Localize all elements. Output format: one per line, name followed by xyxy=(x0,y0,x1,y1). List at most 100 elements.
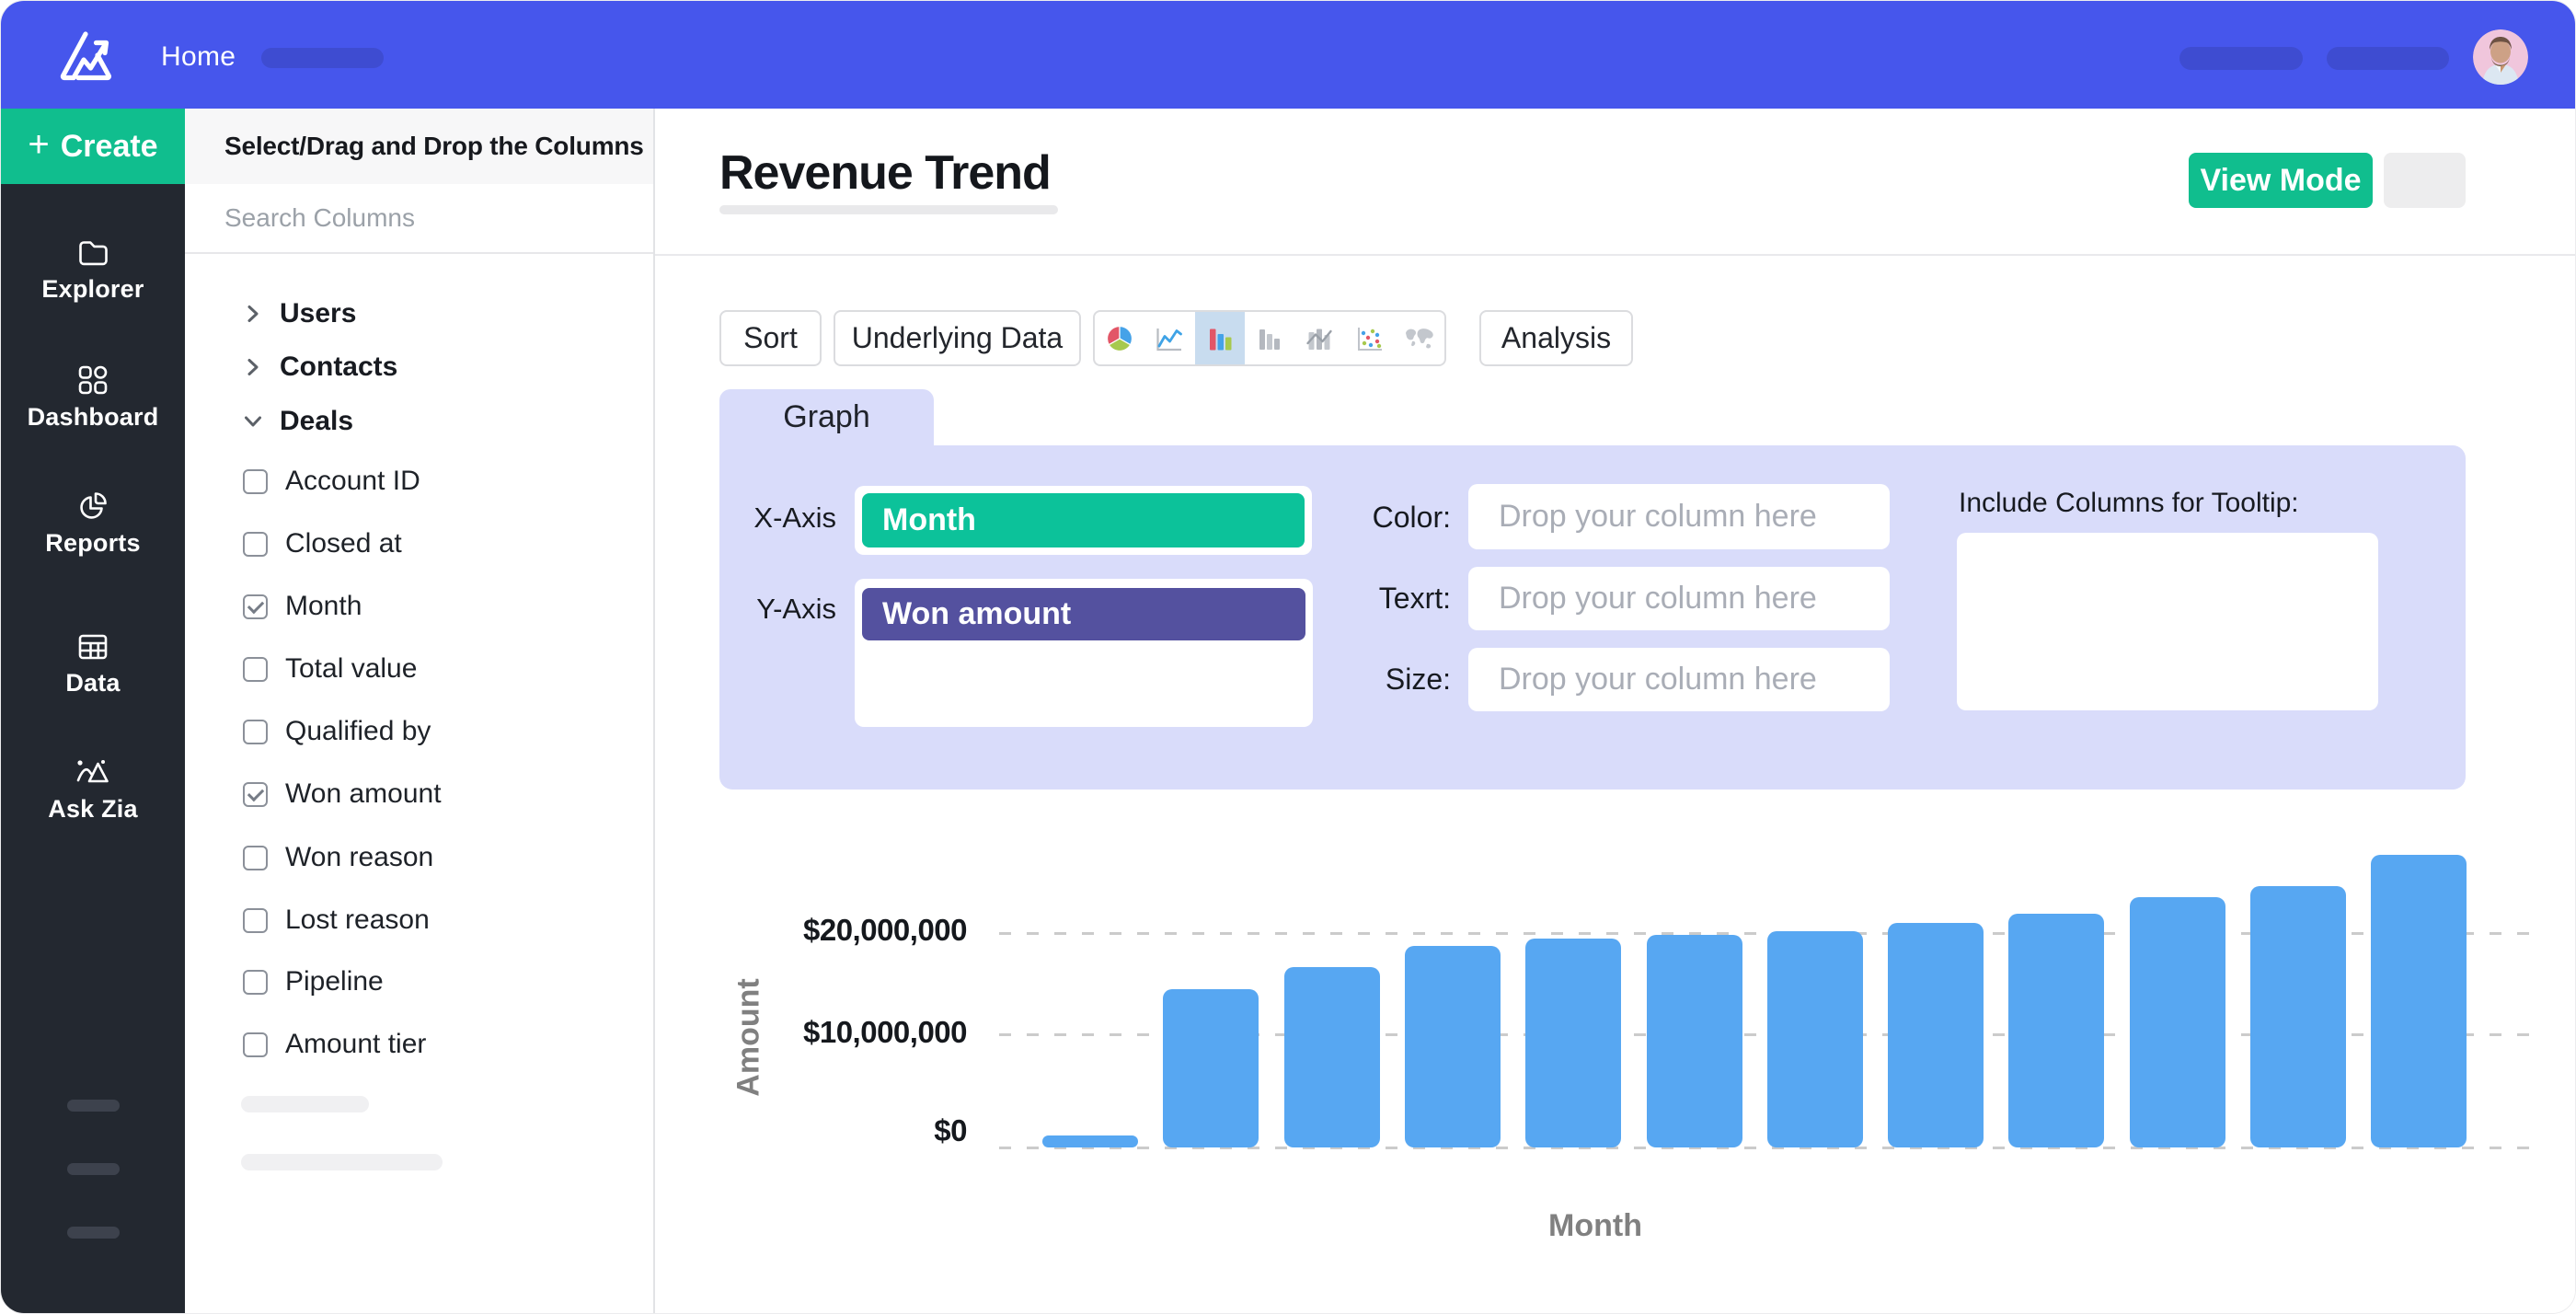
tree-item-label: Qualified by xyxy=(285,716,431,746)
pie-report-icon xyxy=(80,492,107,519)
tree-group-users[interactable]: Users xyxy=(185,292,653,336)
size-dropzone-placeholder: Drop your column here xyxy=(1499,662,1817,697)
search-columns-placeholder: Search Columns xyxy=(224,203,415,232)
y-axis-title: Amount xyxy=(730,978,766,1097)
gridline-0 xyxy=(999,1146,2536,1149)
tree-item-qualified-by: Qualified by xyxy=(185,711,653,752)
bar-12[interactable] xyxy=(2371,855,2467,1147)
chart-config-panel: X-Axis Month Y-Axis Won amount Color: Dr… xyxy=(719,445,2466,790)
checkbox-account-id[interactable] xyxy=(243,468,268,494)
bar-6[interactable] xyxy=(1647,935,1742,1147)
text-dropzone-placeholder: Drop your column here xyxy=(1499,581,1817,616)
bar-4[interactable] xyxy=(1405,946,1501,1147)
tree-item-label: Lost reason xyxy=(285,905,430,935)
column-chart-icon[interactable] xyxy=(1245,312,1294,364)
zia-icon xyxy=(76,760,109,783)
bar-9[interactable] xyxy=(2008,914,2104,1147)
text-dropzone[interactable]: Drop your column here xyxy=(1468,567,1890,630)
sidebar-item-ask-zia[interactable]: Ask Zia xyxy=(1,755,185,824)
underlying-data-button[interactable]: Underlying Data xyxy=(834,310,1081,366)
create-button[interactable]: + Create xyxy=(1,109,185,184)
checkbox-total-value[interactable] xyxy=(243,656,268,682)
world-map-icon[interactable] xyxy=(1395,312,1444,364)
bar-2[interactable] xyxy=(1163,989,1259,1147)
chart-type-switcher xyxy=(1093,310,1446,366)
sidebar-item-explorer[interactable]: Explorer xyxy=(1,239,185,304)
tree-group-label: Contacts xyxy=(280,352,398,382)
tree-item-month: Month xyxy=(185,586,653,627)
graph-tab[interactable]: Graph xyxy=(719,389,934,445)
x-axis-column-pill[interactable]: Month xyxy=(862,493,1305,548)
plus-icon: + xyxy=(28,124,50,165)
checkbox-won-reason[interactable] xyxy=(243,845,268,870)
tree-item-won-amount: Won amount xyxy=(185,774,653,814)
analytics-logo-icon[interactable] xyxy=(57,29,114,82)
tree-item-won-reason: Won reason xyxy=(185,837,653,878)
bar-10[interactable] xyxy=(2130,897,2225,1147)
y-axis-column-pill[interactable]: Won amount xyxy=(862,588,1305,640)
size-dropzone[interactable]: Drop your column here xyxy=(1468,648,1890,711)
columns-skeleton-item xyxy=(241,1096,369,1112)
create-button-label: Create xyxy=(60,128,158,164)
tree-item-label: Month xyxy=(285,591,362,621)
home-nav-link[interactable]: Home xyxy=(161,41,236,72)
checkbox-won-amount[interactable] xyxy=(243,781,268,807)
bar-5[interactable] xyxy=(1525,939,1621,1147)
sidebar-item-dashboard[interactable]: Dashboard xyxy=(1,365,185,432)
bar-1[interactable] xyxy=(1042,1135,1138,1147)
tree-item-label: Pipeline xyxy=(285,966,384,997)
bar-8[interactable] xyxy=(1888,923,1984,1147)
sort-button[interactable]: Sort xyxy=(719,310,822,366)
columns-panel-header: Select/Drag and Drop the Columns xyxy=(185,109,653,184)
analysis-button[interactable]: Analysis xyxy=(1479,310,1633,366)
view-mode-button[interactable]: View Mode xyxy=(2189,153,2373,208)
y-axis-dropzone[interactable]: Won amount xyxy=(855,579,1313,727)
tree-group-deals[interactable]: Deals xyxy=(185,399,653,444)
y-tick-label: $0 xyxy=(934,1113,967,1147)
size-field-label: Size: xyxy=(1385,663,1451,696)
sidebar-item-label: Data xyxy=(65,669,121,697)
checkbox-closed-at[interactable] xyxy=(243,531,268,557)
pie-chart-icon[interactable] xyxy=(1095,312,1144,364)
checkbox-amount-tier[interactable] xyxy=(243,1032,268,1057)
top-navigation-bar: Home xyxy=(1,1,2575,109)
title-subtext-placeholder xyxy=(719,205,1058,214)
tree-item-total-value: Total value xyxy=(185,649,653,689)
bar-3[interactable] xyxy=(1284,967,1380,1147)
tree-item-label: Amount tier xyxy=(285,1029,427,1059)
sidebar-item-data[interactable]: Data xyxy=(1,633,185,697)
scatter-plot-icon[interactable] xyxy=(1344,312,1394,364)
secondary-action-button[interactable] xyxy=(2384,153,2466,208)
topbar-menu-placeholder-1 xyxy=(2179,47,2303,70)
search-columns-input[interactable]: Search Columns xyxy=(185,184,653,254)
bar-line-chart-icon[interactable] xyxy=(1294,312,1344,364)
y-tick-label: $20,000,000 xyxy=(802,913,968,947)
sidebar-skeleton-item xyxy=(67,1100,120,1112)
tree-item-label: Account ID xyxy=(285,466,420,496)
y-tick-label: $10,000,000 xyxy=(802,1015,968,1049)
chevron-right-icon xyxy=(247,305,259,322)
gridline-20000000 xyxy=(999,931,2536,935)
checkbox-month[interactable] xyxy=(243,594,268,619)
tree-group-contacts[interactable]: Contacts xyxy=(185,345,653,389)
bar-11[interactable] xyxy=(2250,886,2346,1147)
bar-7[interactable] xyxy=(1767,931,1863,1147)
tree-item-account-id: Account ID xyxy=(185,461,653,501)
tree-item-label: Total value xyxy=(285,653,418,684)
sidebar-item-reports[interactable]: Reports xyxy=(1,491,185,558)
color-dropzone[interactable]: Drop your column here xyxy=(1468,484,1890,549)
checkbox-lost-reason[interactable] xyxy=(243,907,268,933)
tree-item-lost-reason: Lost reason xyxy=(185,900,653,940)
sidebar-item-label: Ask Zia xyxy=(48,795,138,823)
x-axis-dropzone[interactable]: Month xyxy=(855,486,1312,555)
dashboard-grid-icon xyxy=(78,365,108,395)
bar-chart-icon[interactable] xyxy=(1194,312,1245,364)
checkbox-pipeline[interactable] xyxy=(243,969,268,995)
checkbox-qualified-by[interactable] xyxy=(243,719,268,744)
line-chart-icon[interactable] xyxy=(1144,312,1194,364)
tree-item-label: Won amount xyxy=(285,778,442,809)
sidebar-skeleton-item xyxy=(67,1227,120,1239)
tooltip-columns-dropzone[interactable] xyxy=(1957,533,2378,710)
page-title: Revenue Trend xyxy=(719,146,1052,200)
user-avatar[interactable] xyxy=(2473,29,2528,85)
